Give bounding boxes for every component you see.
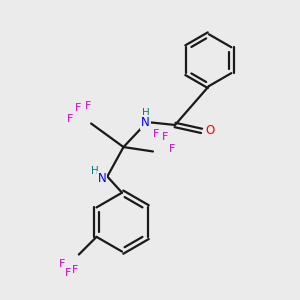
Text: F: F [153,129,160,140]
Text: F: F [58,259,65,269]
Text: F: F [84,101,91,111]
Text: H: H [142,108,149,118]
Text: F: F [65,268,72,278]
Text: F: F [75,103,81,113]
Text: N: N [141,116,150,129]
Text: F: F [169,143,175,154]
Text: H: H [91,166,99,176]
Text: F: F [162,132,169,142]
Text: N: N [98,172,106,185]
Text: F: F [67,114,74,124]
Text: O: O [205,124,214,137]
Text: F: F [72,265,79,275]
